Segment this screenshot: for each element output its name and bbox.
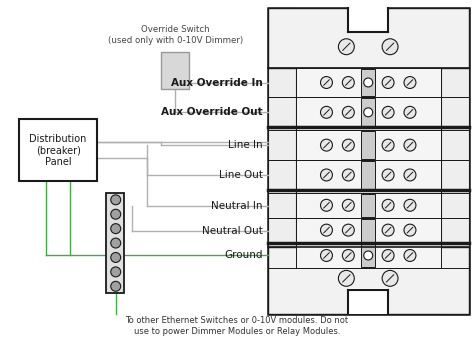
Circle shape <box>338 39 354 55</box>
Circle shape <box>382 249 394 262</box>
Circle shape <box>342 249 354 262</box>
Circle shape <box>342 169 354 181</box>
Circle shape <box>382 270 398 286</box>
Text: Aux Override In: Aux Override In <box>171 77 263 88</box>
Text: Aux Override Out: Aux Override Out <box>161 107 263 117</box>
Bar <box>268 8 469 68</box>
Circle shape <box>342 106 354 118</box>
Circle shape <box>382 106 394 118</box>
Bar <box>348 288 388 314</box>
Circle shape <box>404 249 416 262</box>
Circle shape <box>364 78 373 87</box>
Circle shape <box>111 281 121 291</box>
Bar <box>19 119 97 181</box>
Circle shape <box>404 76 416 89</box>
Text: To other Ethernet Switches or 0-10V modules. Do not
use to power Dimmer Modules : To other Ethernet Switches or 0-10V modu… <box>126 316 348 336</box>
Circle shape <box>320 139 332 151</box>
Bar <box>296 218 441 243</box>
Circle shape <box>320 76 332 89</box>
Circle shape <box>382 199 394 211</box>
Bar <box>361 69 375 96</box>
Circle shape <box>320 169 332 181</box>
Circle shape <box>382 224 394 236</box>
Bar <box>296 160 441 190</box>
Circle shape <box>382 39 398 55</box>
Bar <box>268 8 469 314</box>
Circle shape <box>342 139 354 151</box>
Bar <box>361 219 375 242</box>
Bar <box>361 161 375 189</box>
Circle shape <box>404 139 416 151</box>
Bar <box>441 8 469 314</box>
Bar <box>268 8 296 314</box>
Circle shape <box>111 238 121 248</box>
Circle shape <box>111 209 121 219</box>
Text: Neutral Out: Neutral Out <box>202 226 263 236</box>
Text: Neutral In: Neutral In <box>211 201 263 211</box>
Circle shape <box>111 267 121 277</box>
Circle shape <box>342 224 354 236</box>
Bar <box>106 193 124 293</box>
Circle shape <box>320 106 332 118</box>
Text: Line Out: Line Out <box>219 170 263 180</box>
Circle shape <box>404 199 416 211</box>
Circle shape <box>364 108 373 117</box>
Circle shape <box>382 139 394 151</box>
Circle shape <box>342 199 354 211</box>
Bar <box>361 194 375 217</box>
Text: Distribution
(breaker)
Panel: Distribution (breaker) Panel <box>29 134 87 167</box>
Text: Ground: Ground <box>224 250 263 261</box>
Circle shape <box>338 270 354 286</box>
Circle shape <box>382 169 394 181</box>
Bar <box>296 97 441 127</box>
Bar <box>296 130 441 160</box>
Bar <box>296 193 441 218</box>
Circle shape <box>342 76 354 89</box>
Circle shape <box>320 224 332 236</box>
Bar <box>361 131 375 159</box>
Circle shape <box>320 199 332 211</box>
Bar <box>162 52 189 90</box>
Bar <box>296 243 441 268</box>
Text: Override Switch
(used only with 0-10V Dimmer): Override Switch (used only with 0-10V Di… <box>108 25 243 45</box>
Circle shape <box>111 195 121 205</box>
Bar <box>361 98 375 126</box>
Circle shape <box>404 224 416 236</box>
Bar <box>348 6 388 32</box>
Circle shape <box>111 252 121 262</box>
Circle shape <box>404 169 416 181</box>
Circle shape <box>111 224 121 234</box>
Bar <box>296 68 441 97</box>
Circle shape <box>382 76 394 89</box>
Text: Line In: Line In <box>228 140 263 150</box>
Bar <box>361 244 375 267</box>
Circle shape <box>320 249 332 262</box>
Circle shape <box>364 251 373 260</box>
Circle shape <box>404 106 416 118</box>
Bar <box>268 246 469 314</box>
